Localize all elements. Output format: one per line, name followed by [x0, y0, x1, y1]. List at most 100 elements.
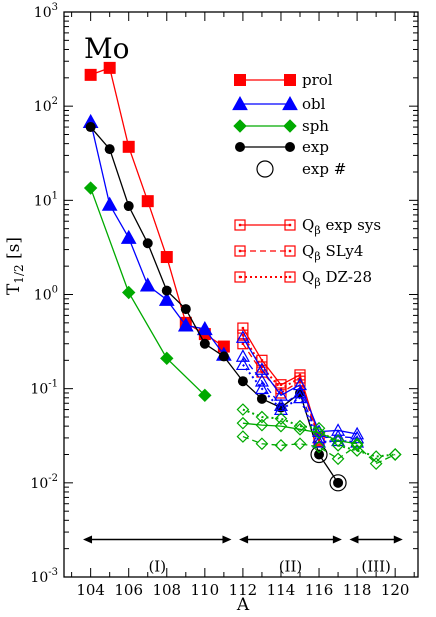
series-line — [242, 435, 396, 465]
legend-marker — [256, 160, 274, 178]
region-label: (I) — [148, 557, 166, 575]
data-point — [256, 393, 267, 404]
data-point — [312, 440, 326, 454]
data-point — [312, 434, 327, 448]
series-unlabeled-13 — [236, 430, 402, 470]
data-point — [293, 419, 307, 433]
legend-label: exp — [302, 138, 329, 156]
arrow-head-right — [222, 535, 232, 544]
data-point — [273, 402, 288, 415]
x-tick-label: 110 — [191, 581, 220, 599]
data-point — [255, 437, 269, 451]
legend-marker — [282, 95, 298, 111]
data-point — [331, 452, 345, 466]
arrow-head-left — [83, 535, 93, 544]
data-point — [331, 439, 345, 452]
data-point — [294, 372, 306, 384]
y-tick-label: 10-3 — [30, 567, 58, 586]
data-point — [293, 437, 307, 451]
data-point — [237, 322, 249, 334]
data-point — [329, 474, 347, 492]
legend-marker — [234, 271, 246, 283]
legend-marker — [235, 142, 245, 152]
data-point — [350, 430, 365, 444]
data-point — [142, 238, 153, 249]
region-label: (II) — [279, 557, 303, 575]
legend-label: Qβ exp sys — [302, 216, 381, 237]
legend-marker — [284, 74, 296, 86]
data-point — [158, 291, 175, 306]
legend-marker — [285, 142, 295, 152]
data-point — [235, 330, 250, 343]
x-tick-label: 114 — [267, 581, 296, 599]
data-point — [350, 444, 364, 457]
data-point — [350, 439, 364, 452]
legend-marker — [284, 219, 296, 231]
region-arrow: (III) — [349, 535, 403, 575]
data-point — [235, 357, 250, 371]
marker-dot — [238, 223, 242, 227]
arrow-head-right — [393, 535, 403, 544]
data-point — [141, 195, 154, 208]
y-axis-label-unit: [s] — [4, 237, 24, 264]
data-point — [237, 338, 249, 350]
legend-entry: prol — [234, 71, 333, 89]
legend-entry: Qβ exp sys — [234, 216, 381, 237]
arrow-head-left — [239, 535, 249, 544]
data-point — [177, 317, 194, 332]
y-tick-label: 103 — [34, 2, 58, 21]
data-point — [84, 68, 97, 81]
region-arrows: (I) (II) (III) — [83, 535, 403, 575]
series-line — [90, 121, 225, 355]
x-tick-label: 118 — [343, 581, 372, 599]
y-axis-label: T1/2 [s] — [4, 237, 26, 295]
y-tick-label: 102 — [34, 96, 58, 115]
y-tick-label: 101 — [34, 190, 58, 209]
legend-marker — [284, 245, 296, 257]
data-point — [120, 229, 137, 244]
marker-dot — [238, 275, 242, 279]
marker-dot — [317, 438, 321, 441]
data-point — [312, 430, 327, 444]
x-axis-label: A — [236, 595, 250, 615]
data-point — [255, 410, 269, 424]
data-point — [312, 426, 326, 440]
legend-entry: obl — [232, 95, 326, 113]
x-tick-label: 116 — [305, 581, 334, 599]
arrow-head-left — [349, 535, 359, 544]
data-point — [122, 140, 135, 153]
data-point — [369, 457, 383, 470]
y-axis-label-main: T — [4, 283, 24, 295]
marker-dot — [260, 365, 264, 369]
data-point — [369, 450, 383, 463]
data-point — [293, 422, 307, 436]
data-point — [256, 361, 268, 373]
chart-title: Mo — [84, 32, 130, 65]
data-point — [236, 403, 250, 416]
legend-entry: exp # — [256, 160, 346, 178]
marker-dot — [288, 223, 292, 227]
y-tick-label: 10-2 — [30, 473, 58, 492]
data-point — [104, 144, 115, 155]
series-line — [242, 408, 396, 458]
series-unlabeled-12 — [236, 416, 364, 451]
legend-label: sph — [302, 117, 329, 135]
legend-entry: exp — [235, 138, 329, 156]
marker-dot — [241, 333, 245, 337]
region-arrow: (II) — [239, 535, 342, 575]
x-tick-label: 108 — [152, 581, 181, 599]
data-point — [292, 377, 308, 391]
region-label: (III) — [361, 557, 390, 575]
arrow-head-right — [332, 535, 342, 544]
data-point — [236, 416, 250, 430]
x-tick-label: 106 — [114, 581, 143, 599]
data-point — [160, 251, 173, 264]
data-point — [199, 338, 210, 349]
data-point — [85, 122, 96, 133]
data-point — [235, 349, 250, 362]
data-point — [122, 285, 136, 300]
marker-dot — [288, 275, 292, 279]
data-point — [101, 196, 118, 211]
data-point — [139, 277, 156, 292]
